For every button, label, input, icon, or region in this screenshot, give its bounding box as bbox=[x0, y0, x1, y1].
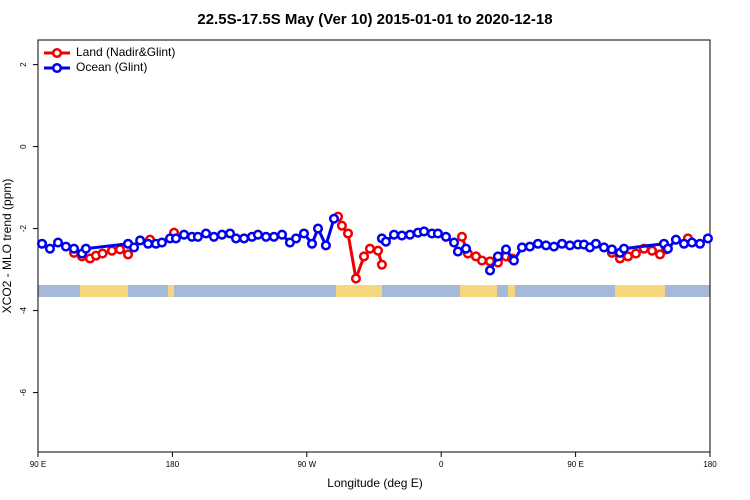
x-tick-label: 90 E bbox=[30, 460, 46, 469]
point bbox=[276, 229, 288, 240]
point bbox=[260, 231, 272, 242]
point bbox=[200, 228, 212, 239]
y-tick-label: -4 bbox=[19, 306, 28, 314]
point bbox=[516, 242, 528, 253]
point bbox=[122, 249, 134, 260]
point bbox=[170, 233, 182, 244]
point bbox=[548, 241, 559, 252]
legend-label: Ocean (Glint) bbox=[76, 60, 147, 74]
point bbox=[68, 243, 80, 254]
legend-marker bbox=[51, 62, 63, 74]
point bbox=[60, 241, 71, 252]
point bbox=[224, 228, 236, 239]
point bbox=[376, 259, 387, 270]
point bbox=[456, 231, 468, 242]
point bbox=[106, 245, 117, 256]
point bbox=[97, 248, 108, 259]
point bbox=[404, 229, 416, 240]
point bbox=[432, 228, 443, 239]
point bbox=[216, 229, 228, 240]
point bbox=[540, 240, 552, 251]
point bbox=[630, 248, 641, 259]
point bbox=[52, 237, 64, 248]
point bbox=[662, 243, 673, 254]
legend-label: Land (Nadir&Glint) bbox=[76, 45, 175, 59]
x-tick-label: 90 E bbox=[567, 460, 583, 469]
point bbox=[268, 231, 279, 242]
point bbox=[135, 235, 146, 246]
point bbox=[114, 244, 126, 255]
point bbox=[320, 240, 331, 251]
point bbox=[476, 255, 488, 266]
point bbox=[492, 251, 503, 262]
legend-marker bbox=[51, 47, 63, 59]
point bbox=[178, 229, 190, 240]
point bbox=[598, 242, 610, 253]
point bbox=[508, 255, 519, 266]
point bbox=[647, 245, 658, 256]
point bbox=[208, 231, 219, 242]
point bbox=[44, 243, 55, 254]
point bbox=[448, 237, 460, 248]
point bbox=[350, 273, 361, 284]
point bbox=[364, 243, 376, 254]
x-tick-label: 180 bbox=[166, 460, 180, 469]
point bbox=[342, 228, 354, 239]
y-tick-label: -6 bbox=[19, 388, 28, 396]
point bbox=[654, 249, 666, 260]
point bbox=[524, 241, 535, 252]
x-tick-label: 90 W bbox=[297, 460, 316, 469]
point bbox=[128, 242, 140, 253]
point bbox=[484, 265, 496, 276]
x-tick-label: 180 bbox=[703, 460, 717, 469]
point bbox=[556, 238, 568, 249]
point bbox=[670, 234, 682, 245]
point bbox=[686, 237, 697, 248]
y-tick-label: 2 bbox=[19, 62, 28, 67]
y-tick-label: 0 bbox=[19, 144, 28, 149]
point bbox=[694, 238, 706, 249]
y-axis-label: XCO2 - MLO trend (ppm) bbox=[0, 179, 14, 314]
point bbox=[143, 238, 154, 249]
point bbox=[36, 238, 48, 249]
point bbox=[252, 229, 264, 240]
point bbox=[440, 231, 452, 242]
point bbox=[312, 223, 324, 234]
point bbox=[298, 228, 310, 239]
point bbox=[564, 240, 575, 251]
land-sea-strip bbox=[38, 285, 710, 297]
point bbox=[380, 236, 391, 247]
point bbox=[618, 243, 630, 254]
point bbox=[418, 226, 430, 237]
point bbox=[192, 231, 203, 242]
point bbox=[80, 243, 91, 254]
point bbox=[396, 230, 407, 241]
point bbox=[606, 244, 617, 255]
point bbox=[156, 237, 167, 248]
point bbox=[678, 238, 690, 249]
point bbox=[532, 238, 544, 249]
point bbox=[590, 238, 601, 249]
x-axis-label: Longitude (deg E) bbox=[327, 476, 422, 490]
point bbox=[358, 251, 370, 262]
point bbox=[306, 238, 318, 249]
point bbox=[290, 233, 302, 244]
point bbox=[230, 233, 242, 244]
point bbox=[239, 233, 250, 244]
point bbox=[328, 213, 340, 224]
point bbox=[622, 251, 634, 262]
point bbox=[460, 243, 472, 254]
point bbox=[452, 246, 463, 257]
point bbox=[372, 245, 384, 256]
chart-title: 22.5S-17.5S May (Ver 10) 2015-01-01 to 2… bbox=[197, 11, 552, 28]
point bbox=[336, 220, 347, 231]
point bbox=[388, 229, 400, 240]
x-tick-label: 0 bbox=[439, 460, 444, 469]
point bbox=[702, 233, 713, 244]
point bbox=[500, 244, 512, 255]
y-tick-label: -2 bbox=[19, 224, 28, 232]
